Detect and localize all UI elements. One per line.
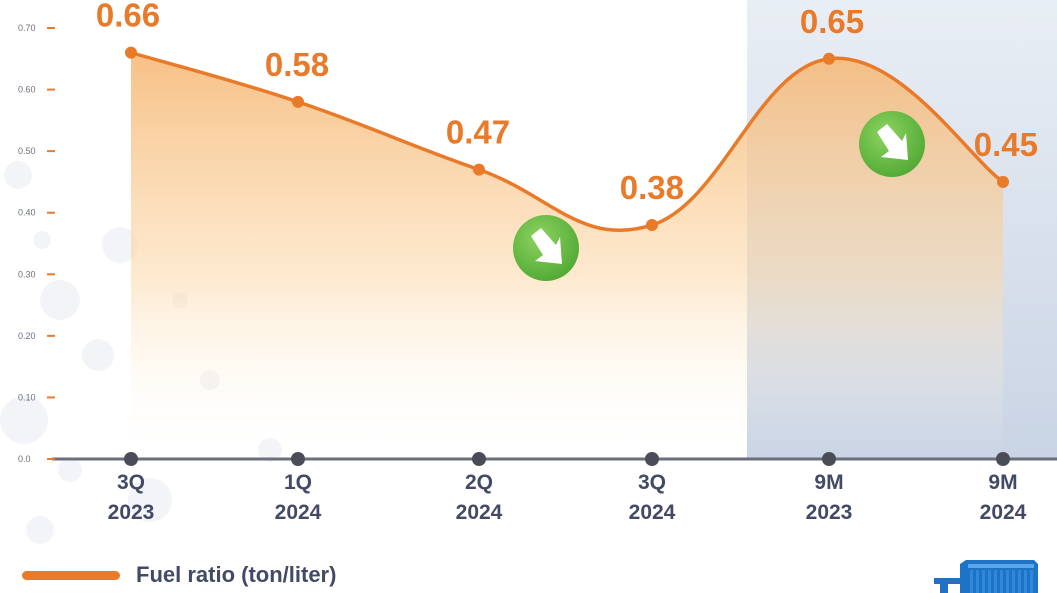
legend: Fuel ratio (ton/liter): [22, 560, 336, 590]
data-label: 0.65: [800, 3, 864, 40]
legend-swatch: [22, 570, 120, 580]
data-label: 0.66: [96, 0, 160, 34]
y-tick-label: 0.50: [18, 146, 36, 156]
data-point: [473, 163, 485, 176]
y-tick-label: 0.70: [18, 23, 36, 33]
data-point: [125, 46, 137, 59]
x-tick-dot: [124, 452, 138, 466]
x-tick-label: 9M: [814, 471, 843, 494]
background-dot: [4, 161, 32, 189]
x-tick-label: 3Q: [117, 471, 145, 494]
trend-down-icon: [513, 215, 579, 281]
y-tick-label: 0.30: [18, 269, 36, 279]
x-tick-label: 1Q: [284, 471, 312, 494]
data-point: [646, 219, 658, 232]
x-tick-dot: [291, 452, 305, 466]
background-dot: [40, 280, 80, 320]
background-dot: [82, 339, 114, 371]
x-tick-label-year: 2024: [629, 501, 676, 524]
x-tick-dot: [822, 452, 836, 466]
data-point: [292, 95, 304, 108]
data-point: [823, 52, 835, 65]
data-label: 0.45: [974, 126, 1038, 163]
y-tick-label: 0.0: [18, 454, 31, 464]
x-tick-label-year: 2024: [456, 501, 503, 524]
series-line: [130, 50, 1005, 232]
y-tick-label: 0.60: [18, 85, 36, 95]
x-tick-dot: [645, 452, 659, 466]
x-tick-label: 9M: [988, 471, 1017, 494]
data-point: [997, 175, 1009, 188]
background-dot: [0, 396, 48, 444]
x-tick-dot: [472, 452, 486, 466]
x-tick-label: 2Q: [465, 471, 493, 494]
background-dot: [33, 231, 51, 249]
x-tick-label-year: 2024: [980, 501, 1027, 524]
x-tick-label-year: 2023: [806, 501, 853, 524]
y-tick-label: 0.10: [18, 392, 36, 402]
arrow-down-right-icon: [877, 124, 908, 160]
x-tick-dot: [996, 452, 1010, 466]
y-tick-label: 0.20: [18, 331, 36, 341]
background-dot: [58, 458, 82, 482]
background-dot: [26, 516, 54, 544]
data-label: 0.38: [620, 169, 684, 206]
x-tick-label: 3Q: [638, 471, 666, 494]
legend-label: Fuel ratio (ton/liter): [136, 562, 337, 587]
background-dot: [102, 227, 138, 263]
cargo-ship-icon: [934, 560, 1038, 593]
data-label: 0.58: [265, 46, 329, 83]
background-dot: [128, 478, 172, 522]
y-tick-label: 0.40: [18, 208, 36, 218]
x-tick-label-year: 2023: [108, 501, 155, 524]
x-tick-label-year: 2024: [275, 501, 322, 524]
arrow-down-right-icon: [531, 228, 562, 264]
trend-down-icon: [859, 111, 925, 177]
data-label: 0.47: [446, 114, 510, 151]
